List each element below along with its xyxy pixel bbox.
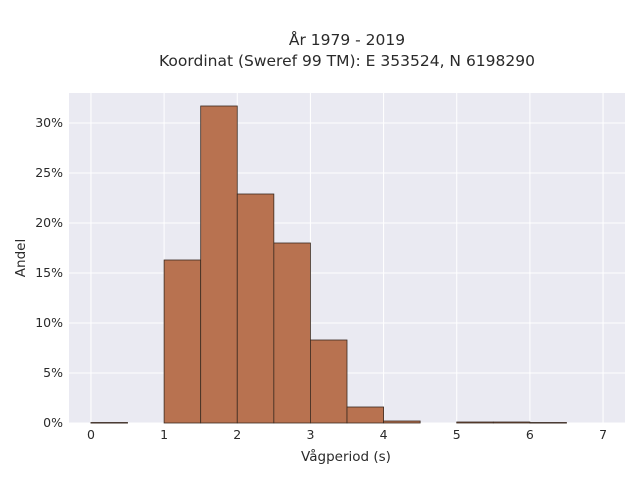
histogram-bar (90, 422, 128, 424)
y-axis-title: Andel (13, 239, 29, 277)
y-tick-label: 25% (35, 165, 63, 180)
histogram-bar (273, 242, 311, 424)
histogram-bars (90, 105, 567, 424)
y-tick-label: 10% (35, 315, 63, 330)
x-tick-label: 1 (160, 427, 168, 442)
x-tick-label: 0 (87, 427, 95, 442)
histogram-bar (456, 421, 494, 424)
y-tick-label: 5% (43, 365, 63, 380)
histogram-bar (163, 259, 202, 424)
y-tick-label: 30% (35, 115, 63, 130)
histogram-bar (383, 420, 421, 424)
y-tick-label: 0% (43, 415, 63, 430)
x-tick-label: 3 (306, 427, 314, 442)
x-tick-label: 5 (453, 427, 461, 442)
x-tick-label: 6 (526, 427, 534, 442)
histogram-bar (236, 193, 275, 424)
histogram-bar (200, 105, 238, 424)
y-tick-label: 15% (35, 265, 63, 280)
histogram-bar (529, 422, 567, 424)
chart-subtitle: Koordinat (Sweref 99 TM): E 353524, N 61… (159, 52, 535, 70)
x-tick-label: 7 (599, 427, 607, 442)
chart-title: År 1979 - 2019 (289, 30, 405, 49)
x-tick-label: 4 (380, 427, 388, 442)
histogram-bar (310, 339, 348, 424)
x-axis-ticks: 0 1 2 3 4 5 6 7 (87, 427, 607, 442)
y-tick-label: 20% (35, 215, 63, 230)
y-axis-ticks: 0% 5% 10% 15% 20% 25% 30% (35, 115, 63, 430)
histogram-bar (492, 421, 531, 424)
histogram-bar (346, 406, 384, 424)
x-tick-label: 2 (233, 427, 241, 442)
x-axis-title: Vågperiod (s) (301, 448, 391, 465)
